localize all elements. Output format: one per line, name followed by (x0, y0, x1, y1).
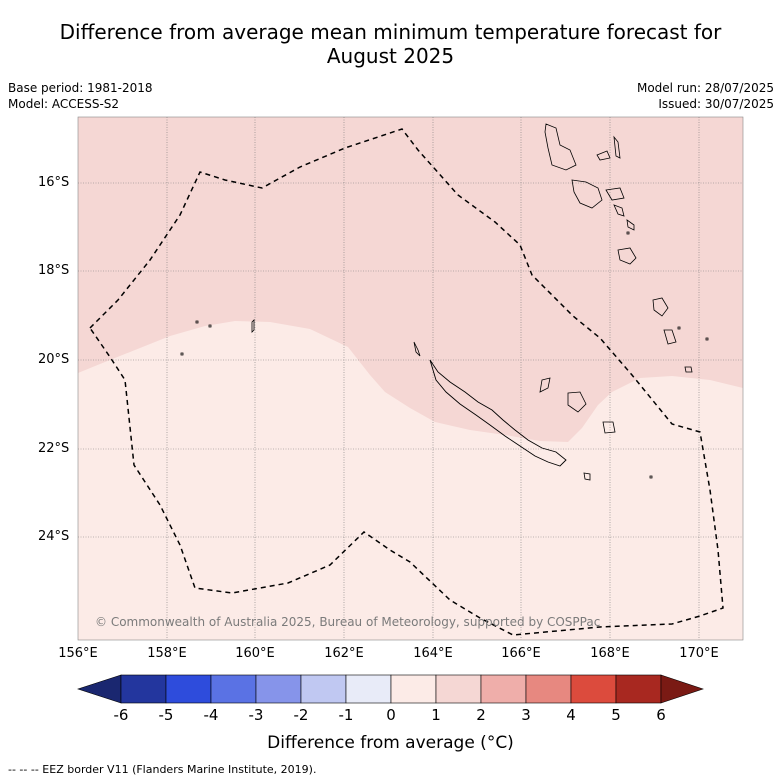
colorbar-tick-4: 4 (566, 706, 576, 724)
vanuatu-islands (544, 123, 709, 373)
lon-label-162e: 162°E (324, 646, 364, 661)
colorbar-tick-minus2: -2 (293, 706, 309, 724)
lat-label-16s: 16°S (38, 175, 70, 190)
belep-islands (413, 341, 421, 357)
colorbar-segment-10 (570, 674, 617, 704)
colorbar-tick-minus3: -3 (248, 706, 264, 724)
lon-label-158e: 158°E (147, 646, 187, 661)
lon-label-156e: 156°E (58, 646, 98, 661)
lon-label-168e: 168°E (590, 646, 630, 661)
colorbar-segment-9 (525, 674, 572, 704)
lon-label-160e: 160°E (235, 646, 275, 661)
colorbar-extend-high (660, 674, 704, 704)
new-caledonia-island (429, 359, 567, 467)
map-band-0-1 (78, 321, 743, 640)
map-title-line1: Difference from average mean minimum tem… (59, 20, 722, 44)
colorbar-segment-3 (255, 674, 302, 704)
mare-island (602, 421, 616, 434)
walpole-island (649, 475, 653, 479)
meta-left: Base period: 1981-2018 Model: ACCESS-S2 (8, 80, 153, 112)
lat-label-22s: 22°S (38, 441, 70, 456)
meta-right: Model run: 28/07/2025 Issued: 30/07/2025 (637, 80, 774, 112)
colorbar-tick-0: 0 (386, 706, 396, 724)
lon-label-170e: 170°E (679, 646, 719, 661)
lat-label-20s: 20°S (38, 352, 70, 367)
map-frame (77, 116, 744, 641)
model-run: Model run: 28/07/2025 (636, 81, 774, 95)
chesterfield-islands (180, 319, 255, 356)
map-title-line2: August 2025 (326, 44, 455, 68)
colorbar-tick-6: 6 (656, 706, 666, 724)
model-name: Model: ACCESS-S2 (8, 97, 120, 111)
colorbar-segment-5 (345, 674, 392, 704)
colorbar (77, 674, 704, 704)
colorbar-tick-5: 5 (611, 706, 621, 724)
colorbar-tick-3: 3 (521, 706, 531, 724)
map-title: Difference from average mean minimum tem… (0, 20, 781, 68)
lon-label-166e: 166°E (501, 646, 541, 661)
colorbar-extend-low (77, 674, 122, 704)
copyright-text: © Commonwealth of Australia 2025, Bureau… (95, 615, 600, 629)
colorbar-title: Difference from average (°C) (0, 733, 781, 753)
lat-label-18s: 18°S (38, 263, 70, 278)
colorbar-segment-4 (300, 674, 347, 704)
colorbar-segment-0 (120, 674, 167, 704)
colorbar-segment-8 (480, 674, 527, 704)
lifou-island (567, 391, 587, 413)
colorbar-segment-2 (210, 674, 257, 704)
ouvea-island (539, 377, 551, 393)
colorbar-tick-minus4: -4 (203, 706, 219, 724)
colorbar-title-text: Difference from average ( (267, 733, 487, 753)
grid-lines (78, 117, 743, 640)
colorbar-tick-minus1: -1 (338, 706, 354, 724)
eez-legend-footer: -- -- -- EEZ border V11 (Flanders Marine… (8, 763, 317, 776)
lon-label-164e: 164°E (413, 646, 453, 661)
issued-date: Issued: 30/07/2025 (658, 97, 774, 111)
colorbar-title-unit: °C) (486, 733, 514, 753)
eez-border (89, 128, 724, 636)
colorbar-tick-minus5: -5 (158, 706, 174, 724)
colorbar-segment-6 (390, 674, 437, 704)
colorbar-segment-1 (165, 674, 212, 704)
base-period: Base period: 1981-2018 (8, 81, 153, 95)
isle-of-pines (583, 472, 591, 481)
colorbar-segment-7 (435, 674, 482, 704)
colorbar-tick-1: 1 (431, 706, 441, 724)
colorbar-tick-2: 2 (476, 706, 486, 724)
colorbar-segment-11 (615, 674, 662, 704)
colorbar-tick-minus6: -6 (113, 706, 129, 724)
lat-label-24s: 24°S (38, 529, 70, 544)
